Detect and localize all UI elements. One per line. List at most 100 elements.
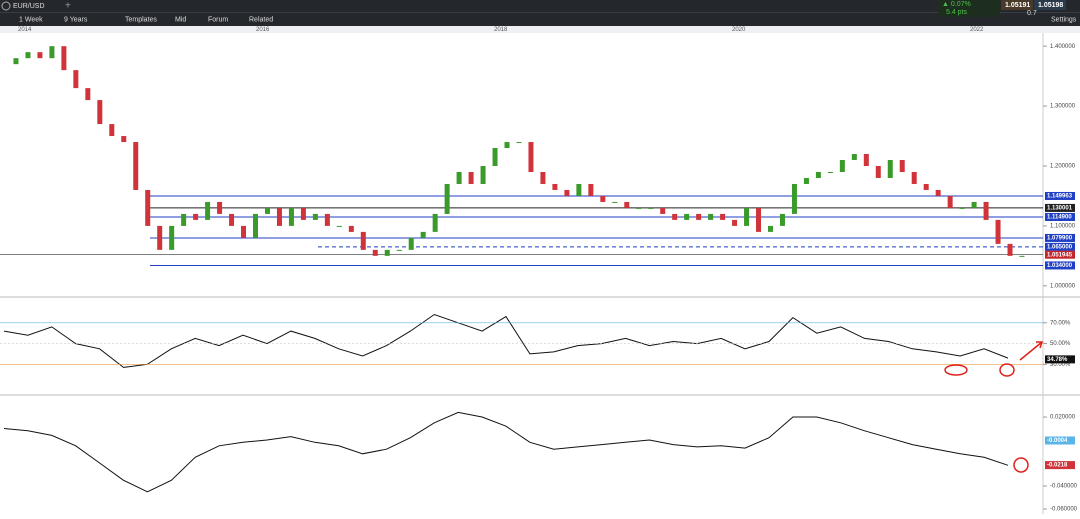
candle — [971, 201, 977, 208]
candle — [851, 154, 857, 161]
change-box — [938, 0, 1000, 17]
candle — [648, 207, 654, 209]
candle — [863, 154, 869, 166]
candle — [791, 183, 797, 214]
annotation-circle — [1013, 457, 1029, 473]
bid-box[interactable] — [1001, 0, 1033, 10]
candle — [959, 207, 965, 209]
price-tag-label: 1.130001 — [1047, 206, 1073, 212]
ask[interactable]: 1.05198 — [1038, 2, 1063, 9]
annotation-circle — [944, 364, 968, 376]
settings[interactable]: Settings — [1051, 16, 1077, 23]
candle — [456, 171, 462, 184]
symbol[interactable]: EUR/USD — [13, 3, 45, 10]
candle — [528, 142, 534, 172]
candle — [815, 171, 821, 178]
candle — [564, 189, 570, 196]
candle — [696, 213, 702, 220]
toolbar-button[interactable]: Related — [249, 16, 273, 23]
candle — [552, 183, 558, 190]
price-tag-label: 34.78% — [1047, 357, 1068, 363]
add-tab[interactable]: + — [65, 1, 71, 12]
candle — [899, 160, 905, 172]
y-tick-label: 50.00% — [1050, 341, 1071, 347]
candle — [839, 160, 845, 172]
candle — [300, 207, 306, 220]
indicator-line — [3, 313, 1009, 368]
y-tick-label: -0.040000 — [1050, 484, 1078, 490]
y-tick-label: 1.300000 — [1050, 104, 1076, 110]
y-tick-label: 0.020000 — [1050, 415, 1076, 421]
candle — [803, 177, 809, 184]
price-tag — [1045, 436, 1075, 445]
candle — [193, 213, 199, 220]
candle — [37, 52, 43, 59]
y-tick-label: 70.00% — [1050, 320, 1071, 326]
time-label: 2020 — [732, 27, 746, 33]
candle — [935, 189, 941, 196]
candle — [336, 225, 342, 227]
annotation-arrow — [1019, 341, 1044, 361]
candle — [432, 213, 438, 232]
price-tag — [1045, 250, 1075, 259]
candle — [672, 213, 678, 220]
candle — [767, 225, 773, 232]
price-tag — [1045, 242, 1075, 251]
candle — [624, 201, 630, 208]
candle — [468, 171, 474, 184]
candle — [588, 183, 594, 196]
candle — [744, 207, 750, 226]
candle — [540, 171, 546, 184]
candle — [636, 207, 642, 209]
candle — [911, 171, 917, 184]
price-tag-label: 1.114900 — [1047, 215, 1072, 221]
toolbar-button[interactable]: Forum — [208, 16, 228, 23]
price-tag — [1045, 212, 1075, 221]
candle — [372, 249, 378, 256]
candle — [600, 195, 606, 202]
y-tick-label: 1.200000 — [1050, 164, 1076, 170]
candle — [1007, 243, 1013, 256]
candle — [73, 70, 79, 89]
candle — [720, 213, 726, 220]
price-tag-label: 1.051945 — [1047, 252, 1073, 258]
candle — [779, 213, 785, 226]
candle — [145, 189, 151, 226]
y-tick-label: 1.000000 — [1050, 283, 1076, 289]
candle — [169, 225, 175, 250]
indicator-line — [3, 411, 1009, 493]
time-label: 2016 — [256, 27, 270, 33]
price-tag — [1045, 203, 1075, 212]
bid[interactable]: 1.05191 — [1005, 2, 1030, 9]
price-tag-label: 1.034000 — [1047, 263, 1073, 269]
candle — [708, 213, 714, 220]
range[interactable]: 9 Years — [64, 16, 88, 23]
candle — [396, 249, 402, 251]
y-tick-label: 30.00% — [1050, 362, 1071, 368]
candle — [133, 142, 139, 190]
candle — [516, 142, 522, 144]
time-label: 2018 — [494, 27, 508, 33]
candle — [109, 124, 115, 137]
spread: 0.7 — [1027, 10, 1037, 17]
candle — [253, 213, 259, 238]
y-tick-label: 1.100000 — [1050, 223, 1076, 229]
toolbar-button[interactable]: Mid — [175, 16, 186, 23]
interval[interactable]: 1 Week — [19, 16, 43, 23]
candle — [229, 213, 235, 226]
info-icon[interactable] — [1, 1, 11, 11]
time-label: 2014 — [18, 27, 32, 33]
candle — [157, 225, 163, 250]
time-label: 2022 — [970, 27, 984, 33]
candle — [312, 213, 318, 220]
candle — [97, 100, 103, 125]
candle — [324, 213, 330, 226]
candle — [13, 58, 19, 65]
price-tag-label: 1.065000 — [1047, 244, 1073, 250]
candle — [61, 46, 67, 71]
candle — [264, 207, 270, 214]
toolbar-button[interactable]: Templates — [125, 16, 157, 23]
ask-box[interactable] — [1034, 0, 1066, 10]
candle — [85, 88, 91, 101]
